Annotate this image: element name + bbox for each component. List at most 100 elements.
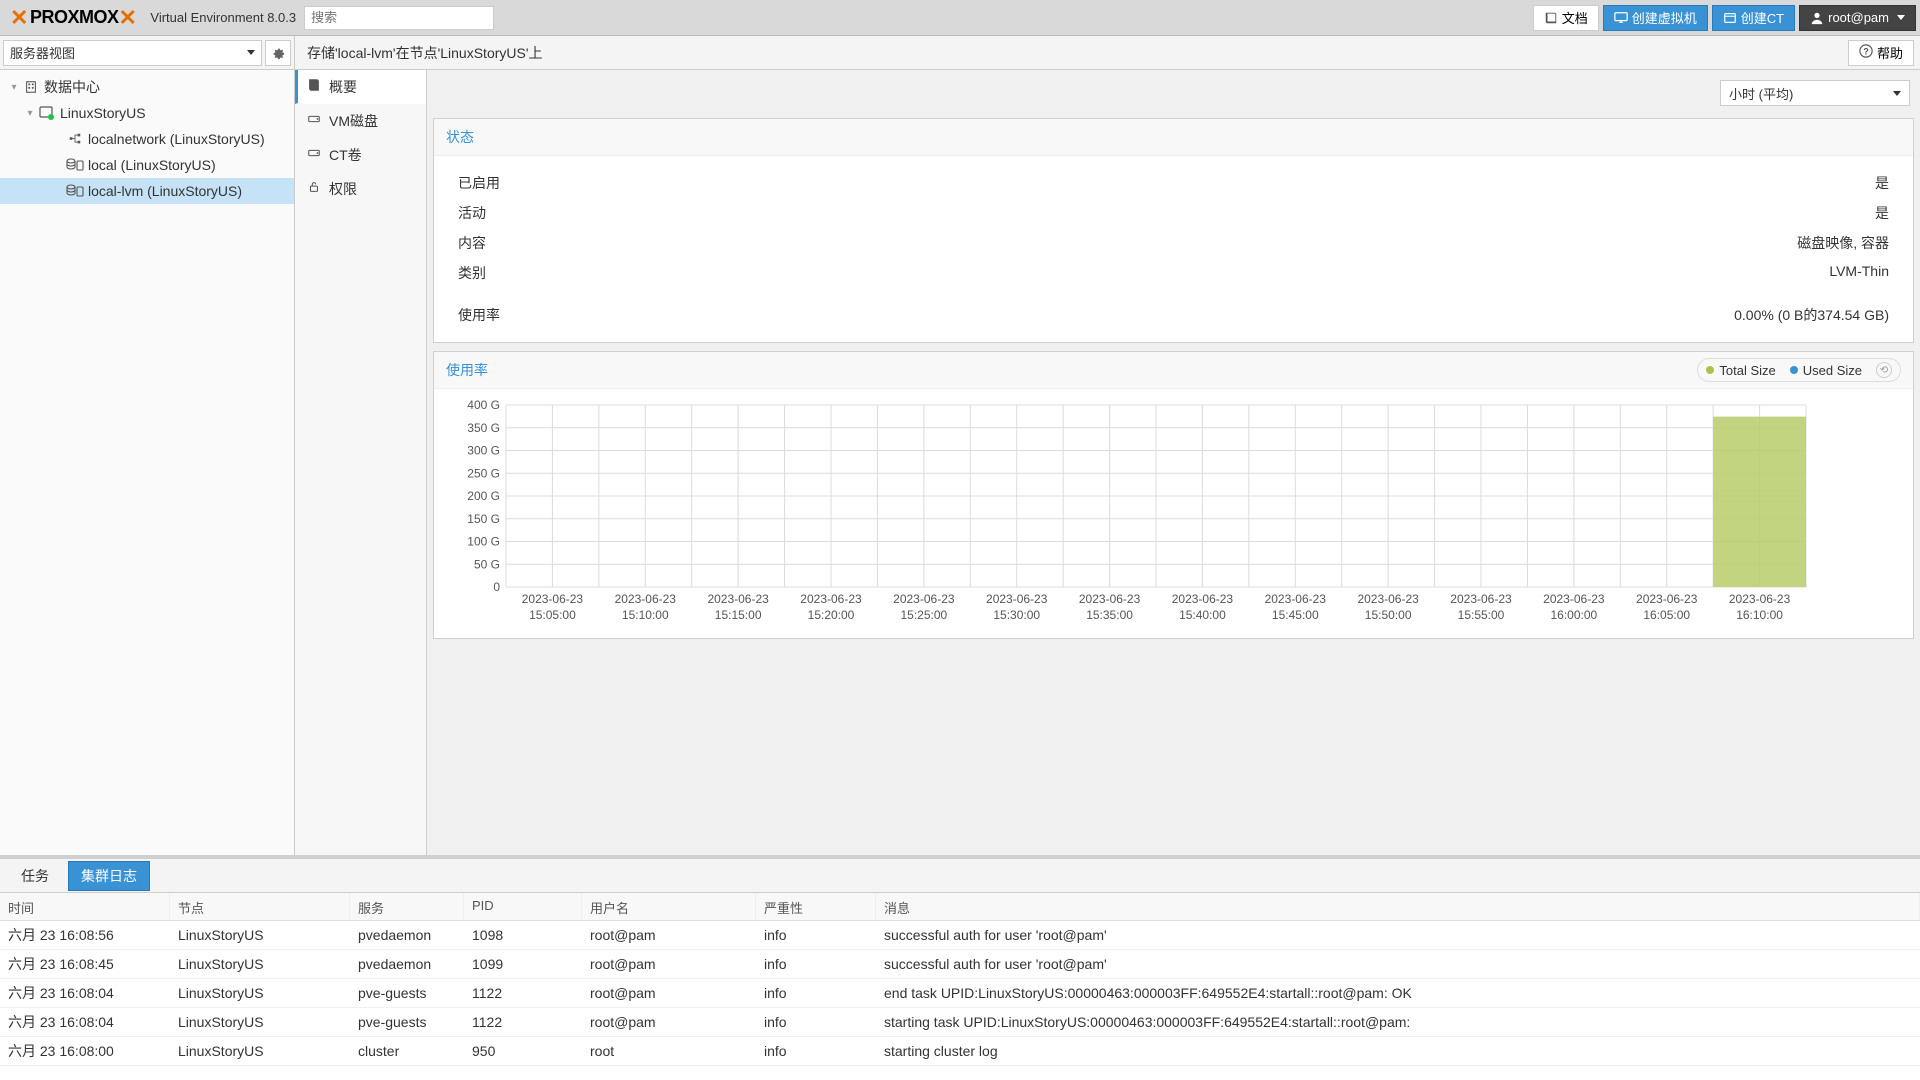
svg-text:2023-06-23: 2023-06-23 <box>800 592 862 606</box>
usage-chart-svg: 400 G350 G300 G250 G200 G150 G100 G50 G0… <box>446 397 1816 627</box>
legend-reset-icon[interactable]: ⟲ <box>1876 362 1892 378</box>
col-user[interactable]: 用户名 <box>582 893 756 920</box>
cell-service: pve-guests <box>350 981 464 1005</box>
resource-tree: ▾ 数据中心 ▾ LinuxStoryUS localnetwork (Linu… <box>0 70 295 855</box>
cell-service: pvedaemon <box>350 952 464 976</box>
log-row[interactable]: 六月 23 16:08:56LinuxStoryUSpvedaemon1098r… <box>0 921 1920 950</box>
create-ct-label: 创建CT <box>1741 8 1784 27</box>
status-label: 使用率 <box>458 305 500 325</box>
tree-node-host[interactable]: ▾ LinuxStoryUS <box>0 100 294 126</box>
subtab-权限[interactable]: 权限 <box>295 172 426 206</box>
col-time[interactable]: 时间 <box>0 893 170 920</box>
svg-text:400 G: 400 G <box>467 398 500 412</box>
help-icon: ? <box>1859 44 1873 61</box>
svg-text:15:30:00: 15:30:00 <box>993 608 1040 622</box>
create-vm-button[interactable]: 创建虚拟机 <box>1603 5 1708 31</box>
log-row[interactable]: 六月 23 16:08:04LinuxStoryUSpve-guests1122… <box>0 1008 1920 1037</box>
view-selector-area: 服务器视图 <box>0 36 295 69</box>
cell-node: LinuxStoryUS <box>170 1039 350 1063</box>
status-value: 是 <box>1875 173 1889 193</box>
cell-severity: info <box>756 1010 876 1034</box>
status-label: 活动 <box>458 203 486 223</box>
docs-button[interactable]: 文档 <box>1533 5 1599 31</box>
col-severity[interactable]: 严重性 <box>756 893 876 920</box>
search-box <box>304 6 494 30</box>
svg-text:2023-06-23: 2023-06-23 <box>707 592 769 606</box>
tree-node-datacenter[interactable]: ▾ 数据中心 <box>0 74 294 100</box>
building-icon <box>22 80 40 94</box>
svg-text:50 G: 50 G <box>474 557 500 571</box>
help-button[interactable]: ? 帮助 <box>1848 40 1914 66</box>
log-row[interactable]: 六月 23 16:08:04LinuxStoryUSpve-guests1122… <box>0 979 1920 1008</box>
tree-node-storage[interactable]: local (LinuxStoryUS) <box>0 152 294 178</box>
settings-button[interactable] <box>265 40 291 66</box>
cell-severity: info <box>756 981 876 1005</box>
cell-severity: info <box>756 952 876 976</box>
subtab-概要[interactable]: 概要 <box>295 70 426 104</box>
svg-text:2023-06-23: 2023-06-23 <box>893 592 955 606</box>
svg-text:0: 0 <box>493 580 500 594</box>
bottom-tab[interactable]: 集群日志 <box>68 861 150 891</box>
svg-text:300 G: 300 G <box>467 444 500 458</box>
svg-text:16:05:00: 16:05:00 <box>1643 608 1690 622</box>
col-node[interactable]: 节点 <box>170 893 350 920</box>
content-area: 概要VM磁盘CT卷权限 小时 (平均) 状态 已启用是活动是内容磁盘映像, 容器… <box>295 70 1920 855</box>
subtab-CT卷[interactable]: CT卷 <box>295 138 426 172</box>
user-menu-button[interactable]: root@pam <box>1799 5 1916 31</box>
svg-text:16:00:00: 16:00:00 <box>1550 608 1597 622</box>
usage-panel-title: 使用率 <box>446 360 488 380</box>
svg-text:100 G: 100 G <box>467 535 500 549</box>
version-label: Virtual Environment 8.0.3 <box>150 10 296 25</box>
docs-label: 文档 <box>1562 8 1588 27</box>
bottom-tab[interactable]: 任务 <box>8 861 62 891</box>
col-service[interactable]: 服务 <box>350 893 464 920</box>
legend-item-used[interactable]: Used Size <box>1790 363 1862 378</box>
svg-text:16:10:00: 16:10:00 <box>1736 608 1783 622</box>
svg-text:150 G: 150 G <box>467 512 500 526</box>
tree-label: localnetwork (LinuxStoryUS) <box>88 131 265 147</box>
cell-service: pve-guests <box>350 1010 464 1034</box>
legend-item-total[interactable]: Total Size <box>1706 363 1775 378</box>
create-ct-button[interactable]: 创建CT <box>1712 5 1795 31</box>
col-message[interactable]: 消息 <box>876 893 1920 920</box>
log-row[interactable]: 六月 23 16:08:00LinuxStoryUScluster950root… <box>0 1037 1920 1066</box>
cell-message: starting task UPID:LinuxStoryUS:00000463… <box>876 1010 1920 1034</box>
col-pid[interactable]: PID <box>464 893 582 920</box>
svg-text:2023-06-23: 2023-06-23 <box>522 592 584 606</box>
svg-text:15:10:00: 15:10:00 <box>622 608 669 622</box>
search-input[interactable] <box>304 6 494 30</box>
subtab-label: 概要 <box>329 77 357 97</box>
status-row: 活动是 <box>458 198 1889 228</box>
log-row[interactable]: 六月 23 16:08:45LinuxStoryUSpvedaemon1099r… <box>0 950 1920 979</box>
subtab-VM磁盘[interactable]: VM磁盘 <box>295 104 426 138</box>
cell-time: 六月 23 16:08:45 <box>0 950 170 978</box>
cell-user: root@pam <box>582 923 756 947</box>
bottom-tabs: 任务集群日志 <box>0 859 1920 893</box>
bottom-panel: 任务集群日志 时间 节点 服务 PID 用户名 严重性 消息 六月 23 16:… <box>0 855 1920 1080</box>
chevron-down-icon <box>247 50 255 55</box>
server-icon <box>38 106 56 120</box>
cell-node: LinuxStoryUS <box>170 923 350 947</box>
cube-icon <box>1723 11 1737 25</box>
svg-text:350 G: 350 G <box>467 421 500 435</box>
cell-time: 六月 23 16:08:56 <box>0 921 170 949</box>
user-label: root@pam <box>1828 10 1889 25</box>
cell-node: LinuxStoryUS <box>170 1010 350 1034</box>
svg-text:2023-06-23: 2023-06-23 <box>1079 592 1141 606</box>
timerange-combobox[interactable]: 小时 (平均) <box>1720 80 1910 106</box>
view-combobox[interactable]: 服务器视图 <box>3 40 262 66</box>
status-panel: 状态 已启用是活动是内容磁盘映像, 容器类别LVM-Thin使用率0.00% (… <box>433 118 1914 343</box>
legend-label: Used Size <box>1803 363 1862 378</box>
cell-severity: info <box>756 1039 876 1063</box>
svg-text:15:45:00: 15:45:00 <box>1272 608 1319 622</box>
subtab-label: VM磁盘 <box>329 111 378 131</box>
status-row: 使用率0.00% (0 B的374.54 GB) <box>458 300 1889 330</box>
timerange-label: 小时 (平均) <box>1729 84 1793 103</box>
svg-text:15:35:00: 15:35:00 <box>1086 608 1133 622</box>
svg-text:15:15:00: 15:15:00 <box>715 608 762 622</box>
tree-node-storage[interactable]: local-lvm (LinuxStoryUS) <box>0 178 294 204</box>
subtab-label: 权限 <box>329 179 357 199</box>
status-panel-title: 状态 <box>434 119 1913 156</box>
svg-text:2023-06-23: 2023-06-23 <box>1357 592 1419 606</box>
tree-node-storage[interactable]: localnetwork (LinuxStoryUS) <box>0 126 294 152</box>
